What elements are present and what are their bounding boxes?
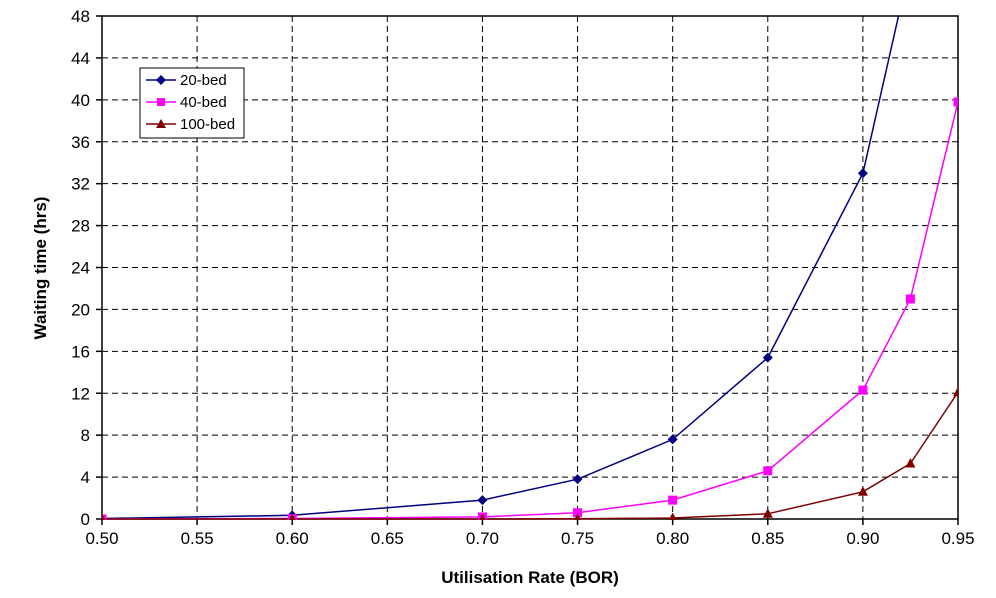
x-tick-label: 0.65 xyxy=(371,529,404,548)
axis-ticks xyxy=(96,15,959,525)
y-tick-label: 36 xyxy=(71,133,90,152)
data-point-100-bed xyxy=(668,512,677,520)
x-tick-labels: 0.50 0.55 0.60 0.65 0.70 0.75 0.80 0.85 0.90 0.95 xyxy=(85,529,974,548)
y-axis-title: Waiting time (hrs) xyxy=(31,197,50,340)
data-point-20-bed xyxy=(857,168,868,179)
legend-label-100-bed: 100-bed xyxy=(180,116,235,133)
y-tick-label: 0 xyxy=(81,510,90,529)
x-tick-label: 0.60 xyxy=(276,529,309,548)
legend-entry-40-bed: 40-bed xyxy=(146,94,227,111)
data-point-40-bed xyxy=(102,514,107,520)
x-tick-label: 0.95 xyxy=(941,529,974,548)
data-point-100-bed xyxy=(574,513,582,520)
y-tick-label: 48 xyxy=(71,7,90,26)
y-tick-label: 20 xyxy=(71,300,90,319)
series-markers xyxy=(102,97,958,520)
x-tick-label: 0.80 xyxy=(656,529,689,548)
y-tick-label: 24 xyxy=(71,259,90,278)
data-point-20-bed xyxy=(572,474,583,485)
data-point-20-bed xyxy=(762,352,773,363)
y-tick-label: 40 xyxy=(71,91,90,110)
data-point-100-bed xyxy=(857,486,868,496)
legend-marker-diamond xyxy=(156,75,166,85)
y-tick-label: 32 xyxy=(71,175,90,194)
data-point-20-bed xyxy=(477,495,488,506)
data-point-100-bed xyxy=(288,513,296,520)
data-point-100-bed xyxy=(905,457,916,468)
data-point-40-bed xyxy=(953,97,958,107)
legend: 20-bed 40-bed 100-bed xyxy=(139,67,245,139)
data-point-100-bed xyxy=(953,386,958,397)
legend-entry-20-bed: 20-bed xyxy=(146,72,227,89)
data-point-100-bed xyxy=(762,508,773,518)
data-point-40-bed xyxy=(668,495,678,505)
y-tick-label: 4 xyxy=(81,468,90,487)
data-point-20-bed xyxy=(667,434,678,445)
y-tick-label: 44 xyxy=(71,49,90,68)
x-tick-label: 0.85 xyxy=(751,529,784,548)
y-tick-label: 12 xyxy=(71,384,90,403)
legend-label-40-bed: 40-bed xyxy=(180,94,227,111)
data-point-100-bed xyxy=(102,513,106,520)
x-tick-label: 0.70 xyxy=(466,529,499,548)
x-tick-label: 0.55 xyxy=(181,529,214,548)
y-tick-label: 8 xyxy=(81,426,90,445)
series-line-20-bed xyxy=(102,16,900,520)
x-tick-label: 0.75 xyxy=(561,529,594,548)
data-point-100-bed xyxy=(479,513,486,520)
legend-marker-triangle xyxy=(156,119,166,128)
data-point-40-bed xyxy=(905,294,915,304)
legend-label-20-bed: 20-bed xyxy=(180,72,227,89)
y-tick-label: 28 xyxy=(71,217,90,236)
grid xyxy=(102,16,958,519)
x-tick-label: 0.90 xyxy=(846,529,879,548)
x-tick-label: 0.50 xyxy=(85,529,118,548)
y-tick-label: 16 xyxy=(71,342,90,361)
data-point-40-bed xyxy=(573,508,583,518)
x-axis-title: Utilisation Rate (BOR) xyxy=(441,568,619,587)
data-point-40-bed xyxy=(763,466,773,476)
legend-marker-square xyxy=(157,98,165,106)
data-point-40-bed xyxy=(858,385,868,395)
legend-entry-100-bed: 100-bed xyxy=(146,116,235,133)
